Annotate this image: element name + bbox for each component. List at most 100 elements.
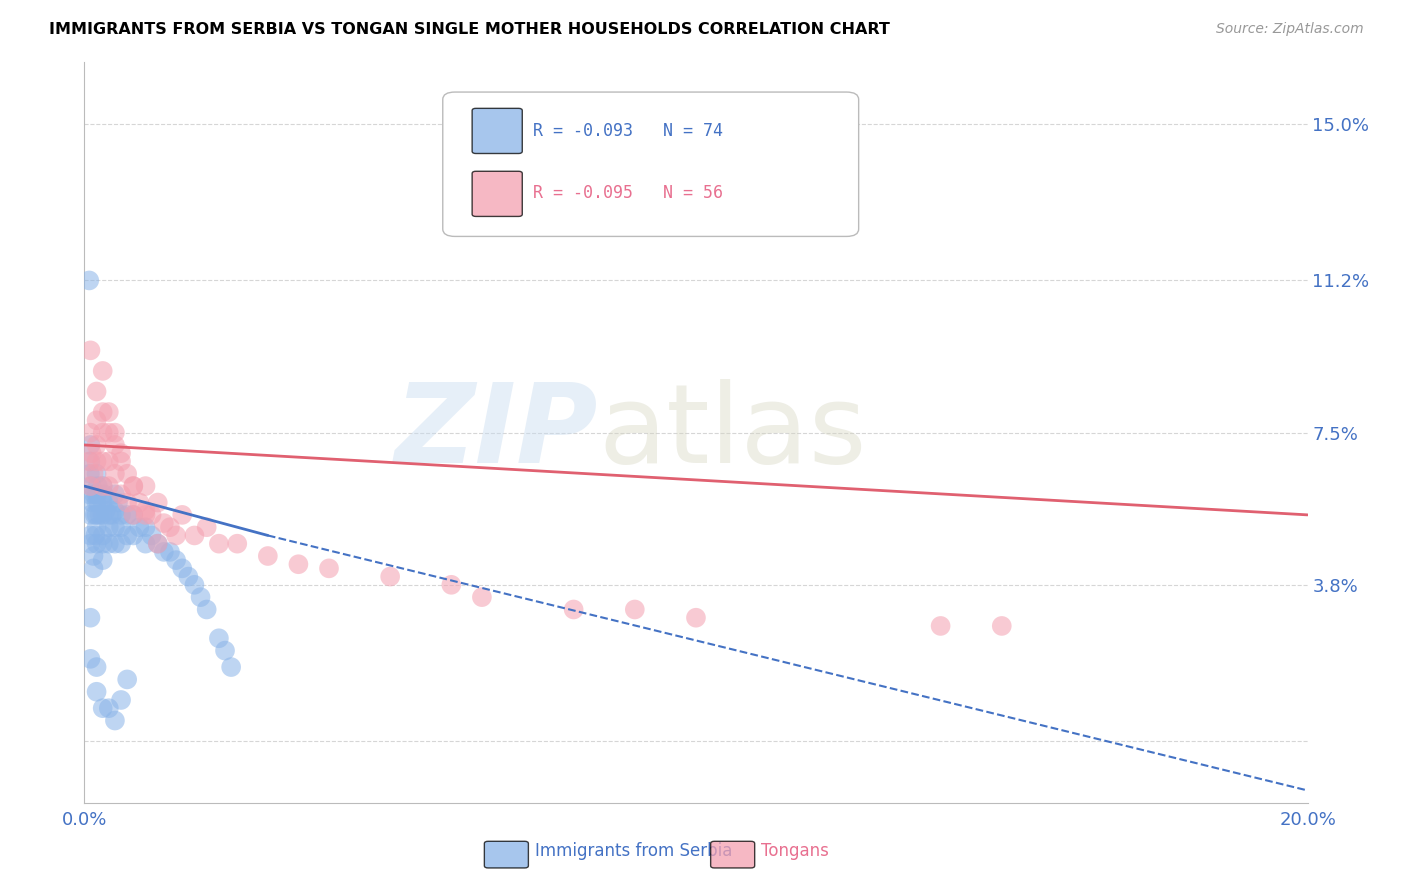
Point xyxy=(79,438,101,452)
Point xyxy=(91,425,114,440)
FancyBboxPatch shape xyxy=(710,841,755,868)
Point xyxy=(86,413,108,427)
Text: Immigrants from Serbia: Immigrants from Serbia xyxy=(534,842,733,860)
Point xyxy=(257,549,280,563)
Point xyxy=(104,504,127,518)
Point xyxy=(135,479,157,493)
Point xyxy=(91,495,114,509)
Point xyxy=(86,685,108,699)
Point xyxy=(128,495,150,509)
Point xyxy=(110,508,132,522)
Point xyxy=(991,619,1014,633)
FancyBboxPatch shape xyxy=(472,108,522,153)
Point xyxy=(110,693,132,707)
Point xyxy=(165,553,187,567)
FancyBboxPatch shape xyxy=(472,171,522,217)
Point xyxy=(79,536,101,550)
Text: IMMIGRANTS FROM SERBIA VS TONGAN SINGLE MOTHER HOUSEHOLDS CORRELATION CHART: IMMIGRANTS FROM SERBIA VS TONGAN SINGLE … xyxy=(49,22,890,37)
Point xyxy=(82,495,104,509)
Point xyxy=(91,479,114,493)
Text: ZIP: ZIP xyxy=(395,379,598,486)
Point xyxy=(83,487,105,501)
Point xyxy=(562,602,585,616)
Point xyxy=(101,508,124,522)
Point xyxy=(135,520,157,534)
Point xyxy=(91,364,114,378)
Point xyxy=(83,467,105,481)
Point xyxy=(146,536,169,550)
Point xyxy=(93,487,115,501)
Point xyxy=(77,454,100,468)
Point xyxy=(219,660,242,674)
Point xyxy=(685,611,707,625)
Point xyxy=(115,495,138,509)
Point xyxy=(87,479,110,493)
Point xyxy=(86,520,108,534)
Point xyxy=(86,438,108,452)
Point xyxy=(115,467,138,481)
Point xyxy=(104,425,127,440)
Point xyxy=(146,495,169,509)
Point xyxy=(110,446,132,460)
Point xyxy=(195,520,218,534)
Point xyxy=(115,508,138,522)
Point xyxy=(79,528,101,542)
Point xyxy=(172,561,194,575)
Point xyxy=(97,495,120,509)
Text: Source: ZipAtlas.com: Source: ZipAtlas.com xyxy=(1216,22,1364,37)
Point xyxy=(83,549,105,563)
Point xyxy=(86,454,108,468)
Point xyxy=(141,528,163,542)
Point xyxy=(79,508,101,522)
Text: R = -0.095   N = 56: R = -0.095 N = 56 xyxy=(533,185,723,202)
FancyBboxPatch shape xyxy=(443,92,859,236)
Point xyxy=(135,536,157,550)
Point xyxy=(91,553,114,567)
Point xyxy=(195,602,218,616)
Point xyxy=(87,495,110,509)
Point xyxy=(97,425,120,440)
Point xyxy=(86,467,108,481)
Point xyxy=(79,467,101,481)
Point xyxy=(153,516,176,530)
Point xyxy=(153,545,176,559)
Point xyxy=(107,495,129,509)
Point xyxy=(86,384,108,399)
Text: atlas: atlas xyxy=(598,379,866,486)
Point xyxy=(104,467,127,481)
Point xyxy=(172,508,194,522)
Point xyxy=(929,619,952,633)
Point xyxy=(183,578,205,592)
Point xyxy=(471,590,494,604)
Point xyxy=(122,528,145,542)
Point xyxy=(214,643,236,657)
Point xyxy=(208,536,231,550)
Point xyxy=(104,520,127,534)
Point xyxy=(97,454,120,468)
Point xyxy=(128,520,150,534)
Point xyxy=(86,660,108,674)
Point xyxy=(83,561,105,575)
Point xyxy=(190,590,212,604)
Point xyxy=(91,454,114,468)
Point xyxy=(208,632,231,646)
Point xyxy=(91,479,114,493)
Point xyxy=(146,536,169,550)
Point xyxy=(110,454,132,468)
Point xyxy=(122,508,145,522)
Point xyxy=(77,487,100,501)
Point xyxy=(91,405,114,419)
Point xyxy=(122,508,145,522)
Point xyxy=(86,536,108,550)
Point xyxy=(91,528,114,542)
Point xyxy=(79,343,101,358)
Point xyxy=(104,487,127,501)
Point xyxy=(97,520,120,534)
Point xyxy=(110,520,132,534)
Point xyxy=(91,508,114,522)
Point xyxy=(624,602,647,616)
Point xyxy=(86,495,108,509)
Point xyxy=(80,446,103,460)
Point xyxy=(141,508,163,522)
Point xyxy=(135,504,157,518)
